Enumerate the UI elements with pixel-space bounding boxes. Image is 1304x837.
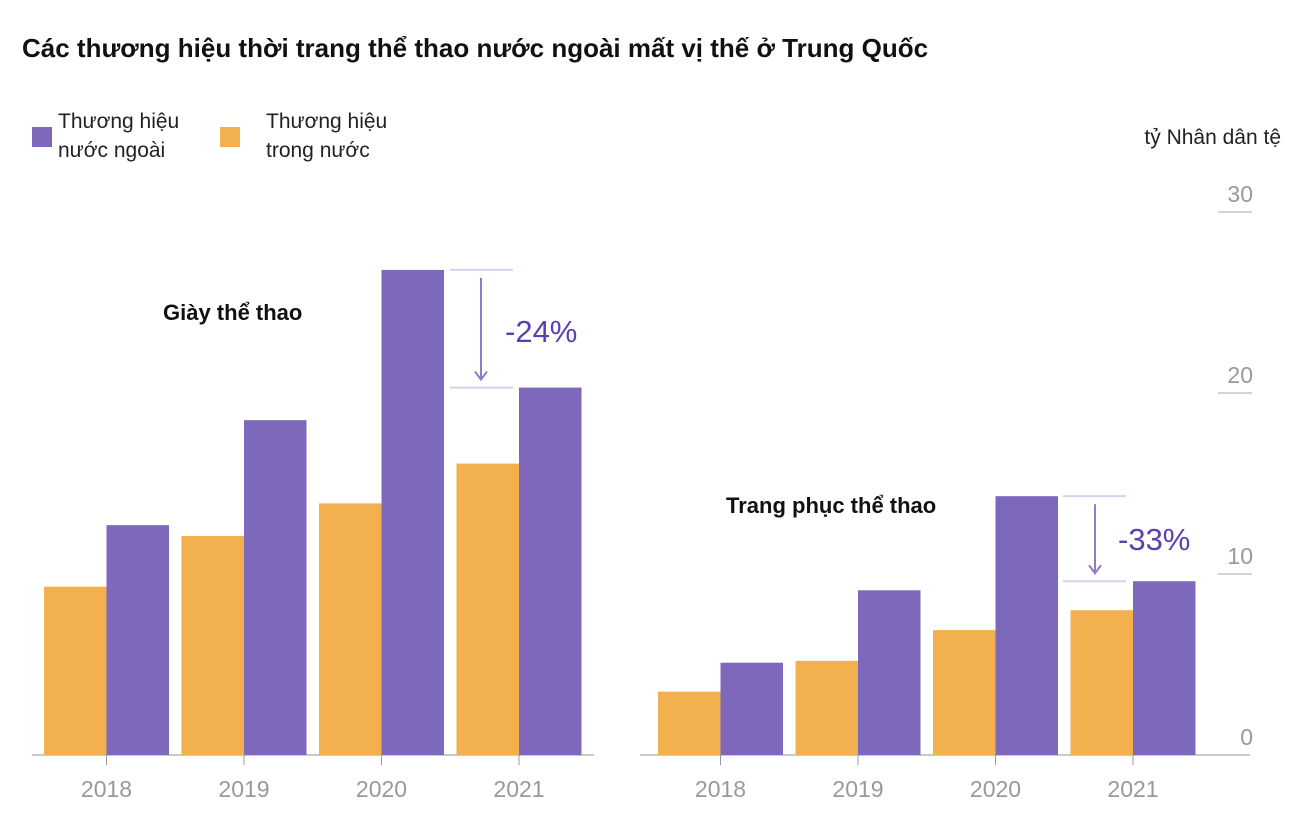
- bar-foreign-2019: [244, 420, 307, 755]
- x-tick-label: 2021: [493, 776, 544, 802]
- bar-domestic-2019: [795, 660, 858, 755]
- bar-foreign-2021: [519, 387, 582, 755]
- bar-foreign-2021: [1133, 581, 1196, 755]
- bar-foreign-2019: [858, 590, 921, 755]
- arrowhead-icon: [474, 370, 488, 382]
- panel-title-apparel: Trang phục thể thao: [726, 493, 936, 518]
- y-axis: 0 10 20 30: [1218, 181, 1253, 750]
- legend: Thương hiệu nước ngoài Thương hiệu trong…: [32, 110, 387, 162]
- x-tick-label: 2020: [970, 776, 1021, 802]
- y-tick-label: 30: [1227, 181, 1253, 207]
- bar-domestic-2019: [181, 535, 244, 755]
- arrowhead-icon: [1088, 564, 1102, 575]
- legend-swatch-domestic: [220, 127, 240, 147]
- legend-swatch-foreign: [32, 127, 52, 147]
- bar-domestic-2020: [933, 630, 996, 755]
- bar-foreign-2020: [995, 496, 1058, 755]
- x-tick-label: 2019: [218, 776, 269, 802]
- x-tick-label: 2019: [832, 776, 883, 802]
- bar-domestic-2021: [1070, 610, 1133, 755]
- unit-label: tỷ Nhân dân tệ: [1144, 126, 1281, 149]
- bar-domestic-2021: [456, 463, 519, 755]
- bar-foreign-2018: [106, 525, 169, 755]
- chart-title: Các thương hiệu thời trang thể thao nước…: [22, 33, 928, 63]
- panel-title-shoes: Giày thể thao: [163, 300, 302, 325]
- bar-foreign-2020: [381, 269, 444, 755]
- panel-apparel: Trang phục thể thao 2018 2019 2020 2021 -33%: [640, 493, 1250, 802]
- annotation-label: -24%: [505, 314, 577, 349]
- panel-shoes: Giày thể thao 2018 2019 2020 2021 -24%: [32, 268, 594, 802]
- legend-label-foreign-line2: nước ngoài: [58, 139, 165, 162]
- bar-domestic-2020: [319, 503, 382, 755]
- legend-label-domestic-line1: Thương hiệu: [266, 110, 387, 133]
- x-tick-label: 2018: [81, 776, 132, 802]
- y-tick-label: 0: [1240, 724, 1253, 750]
- y-tick-label: 20: [1227, 362, 1253, 388]
- x-tick-label: 2020: [356, 776, 407, 802]
- bar-domestic-2018: [658, 691, 721, 755]
- x-tick-label: 2021: [1107, 776, 1158, 802]
- y-tick-label: 10: [1227, 543, 1253, 569]
- bar-domestic-2018: [44, 586, 107, 755]
- legend-label-foreign-line1: Thương hiệu: [58, 110, 179, 133]
- x-tick-label: 2018: [695, 776, 746, 802]
- annotation-label: -33%: [1118, 522, 1190, 557]
- bar-foreign-2018: [720, 662, 783, 755]
- legend-label-domestic-line2: trong nước: [266, 139, 370, 162]
